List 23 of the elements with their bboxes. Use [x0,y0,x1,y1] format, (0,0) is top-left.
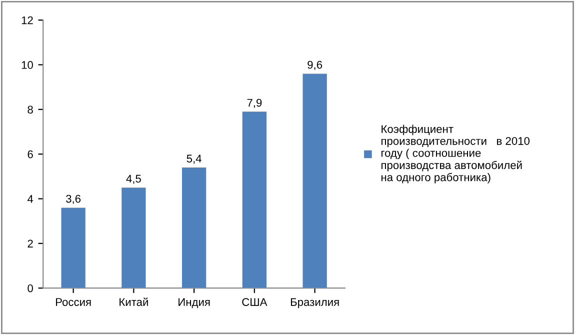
data-label: 9,6 [308,60,322,70]
y-tick-label: 4 [27,195,34,203]
data-label: 5,4 [186,154,202,164]
bar [242,112,267,288]
data-label: 4,5 [126,174,141,184]
x-tick-label: США [242,298,268,306]
x-tick-label: Индия [178,298,210,308]
legend-label: Коэффициент производительности в 2010 году ( соотношение производства автомобилей на одного работника) [381,124,530,184]
y-tick-label: 0 [28,284,33,292]
bar [302,74,327,288]
y-tick-label: 10 [22,61,33,69]
y-tick-label: 2 [28,240,33,248]
data-label: 3,6 [66,194,81,204]
x-tick-label: Китай [120,298,148,306]
bar [61,208,86,288]
bar [182,168,206,288]
data-label: 7,9 [247,98,262,108]
y-tick-label: 8 [28,106,33,114]
bar [122,188,146,288]
y-tick-label: 6 [28,150,33,158]
x-tick-label: Россия [56,298,91,306]
y-tick-label: 12 [22,16,33,24]
x-tick-label: Бразилия [290,298,339,308]
